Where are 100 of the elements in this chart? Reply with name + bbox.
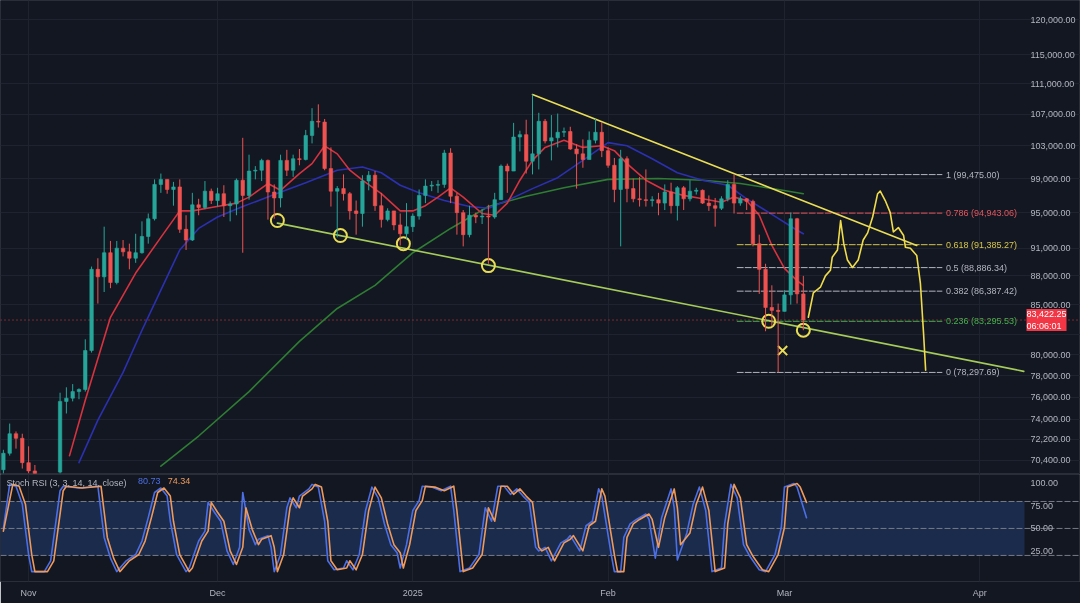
candlestick [341, 173, 346, 202]
candlestick [669, 182, 674, 214]
candlestick [776, 303, 781, 373]
series-label: 74.34 [167, 475, 191, 486]
candlestick [335, 185, 340, 238]
candlestick [328, 146, 333, 208]
candlestick [486, 204, 491, 265]
candlestick [64, 386, 69, 415]
candlestick [782, 289, 787, 312]
candlestick [366, 170, 371, 191]
candlestick [121, 239, 126, 257]
candlestick [675, 185, 680, 221]
y-tick-label: 85,000.00 [1030, 299, 1071, 310]
candlestick [127, 243, 132, 270]
candlestick [133, 233, 138, 264]
candlestick [139, 220, 144, 255]
y-tick-label: 76,000.00 [1030, 392, 1071, 403]
candlestick [310, 107, 315, 144]
series-label: 0.236 (83,295.53) [945, 316, 1017, 327]
candlestick [549, 114, 554, 161]
x-tick-label: Apr [972, 587, 987, 598]
y-tick-label: 91,000.00 [1030, 243, 1071, 254]
y-tick-label: 74,000.00 [1030, 414, 1071, 425]
point [480, 258, 496, 274]
candlestick [32, 464, 37, 474]
candlestick [461, 209, 466, 247]
candlestick [95, 257, 100, 305]
candlestick [228, 200, 233, 222]
y-tick-label: 100.00 [1030, 478, 1059, 489]
ref-line-label: 83,422.25 06:06:01 [1026, 309, 1067, 332]
point [269, 213, 285, 228]
series-label: 0 (78,297.69) [945, 367, 1000, 378]
candlestick [687, 179, 692, 202]
candlestick [76, 387, 82, 400]
candlestick [391, 210, 396, 231]
candlestick [492, 192, 497, 220]
series-label: 0.5 (88,886.34) [945, 262, 1007, 273]
y-tick-label: 95,000.00 [1030, 207, 1071, 218]
candlestick [259, 158, 264, 182]
y-tick-label: 99,000.00 [1030, 173, 1071, 184]
candlestick [435, 179, 441, 194]
point [777, 344, 789, 357]
point [332, 228, 348, 244]
candlestick [568, 126, 573, 151]
candlestick [713, 197, 718, 228]
candlestick [398, 213, 403, 246]
candlestick [517, 130, 522, 152]
y-tick-label: 88,000.00 [1030, 270, 1071, 281]
x-tick-label: Dec [209, 587, 227, 598]
candlestick [662, 183, 667, 211]
candlestick [599, 121, 604, 158]
y-tick-label: 111,000.00 [1030, 78, 1075, 89]
x-tick-label: Mar [776, 587, 793, 598]
candlestick [543, 118, 548, 144]
candlestick [555, 113, 560, 148]
point [795, 322, 811, 338]
candlestick [454, 192, 459, 236]
candlestick [480, 208, 485, 225]
candlestick [354, 200, 359, 236]
series-label: 80.73 [137, 475, 161, 486]
series-label: 0.786 (94,943.06) [945, 208, 1017, 219]
y-tick-label: 25.00 [1030, 545, 1054, 556]
candlestick [505, 163, 510, 194]
candlestick [171, 181, 176, 207]
chart-title: Stoch RSI (3, 3, 14, 14, close) [6, 477, 127, 488]
candlestick [606, 146, 611, 169]
y-tick-label: 75.00 [1030, 500, 1054, 511]
candlestick [417, 188, 422, 221]
candlestick [158, 173, 163, 194]
candlestick [574, 143, 579, 190]
y-tick-label: 78,000.00 [1030, 370, 1071, 381]
y-tick-label: 120,000.00 [1030, 14, 1076, 25]
candlestick [284, 149, 289, 177]
candlestick [146, 213, 151, 245]
y-tick-label: 72,200.00 [1030, 434, 1071, 445]
candlestick [580, 138, 585, 169]
candlestick [467, 205, 472, 238]
candlestick [184, 214, 189, 251]
y-tick-label: 115,000.00 [1030, 49, 1075, 60]
candlestick [291, 154, 296, 178]
candlestick [631, 178, 636, 203]
candlestick [379, 192, 384, 229]
candlestick [240, 137, 245, 254]
series-label: 0.618 (91,385.27) [945, 239, 1017, 250]
y-tick-label: 107,000.00 [1030, 109, 1076, 120]
candlestick [637, 176, 642, 208]
x-tick-label: Nov [20, 587, 38, 598]
candlestick [681, 185, 686, 211]
candlestick [732, 174, 737, 214]
y-tick-label: 80,000.00 [1030, 349, 1071, 360]
x-tick-label: Feb [600, 587, 616, 598]
candlestick [656, 192, 661, 216]
candlestick [423, 178, 428, 204]
candlestick [221, 184, 226, 218]
y-tick-label: 103,000.00 [1030, 140, 1076, 151]
candlestick [316, 103, 321, 129]
candlestick [272, 183, 277, 220]
candlestick [13, 430, 19, 450]
x-tick-label: 2025 [402, 587, 423, 598]
y-tick-label: 70,400.00 [1030, 455, 1071, 466]
